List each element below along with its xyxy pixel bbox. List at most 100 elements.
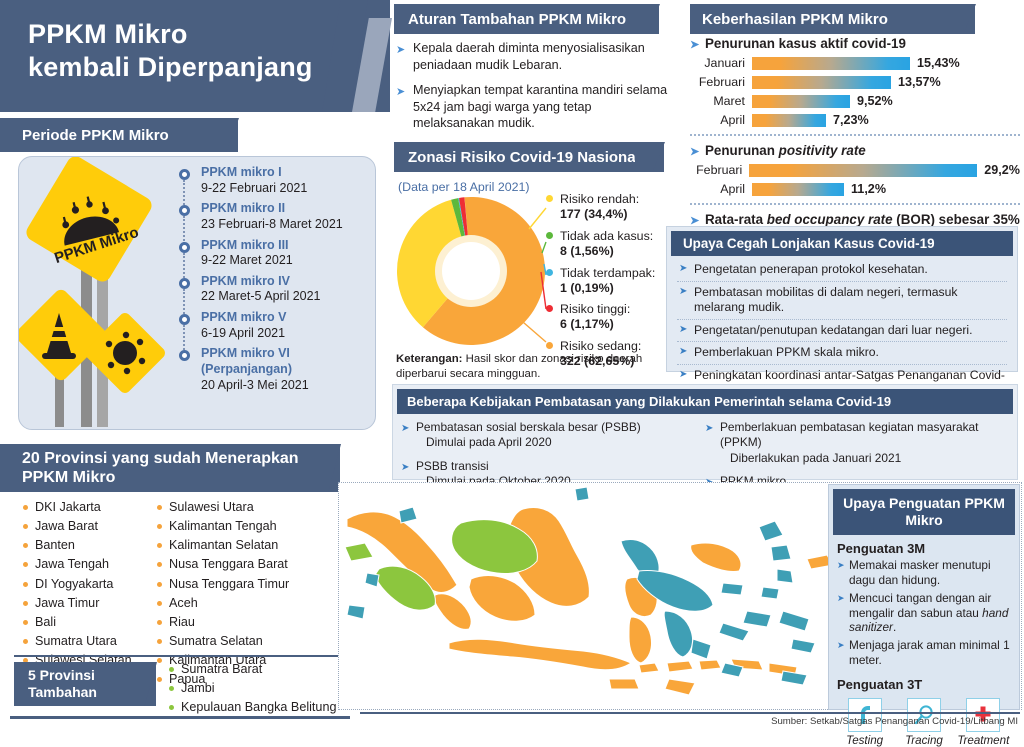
arrow-bullet-icon: ➤ xyxy=(705,423,714,434)
provinsi-column-1: DKI Jakarta Jawa Barat Banten Jawa Tenga… xyxy=(22,498,150,689)
penguatan-3m-list: ➤ Memakai masker menutupi dagu dan hidung… xyxy=(829,558,1019,669)
timeline-item: PPKM mikro V 6-19 April 2021 xyxy=(179,310,375,353)
red-cross-icon xyxy=(966,698,1001,733)
list-item: Bali xyxy=(22,613,150,632)
kasus-aktif-chart-title: ➤ Penurunan kasus aktif covid-19 xyxy=(690,36,1020,51)
penguatan-panel-title: Upaya Penguatan PPKM Mikro xyxy=(833,489,1015,535)
kasus-aktif-title-text: Penurunan kasus aktif covid-19 xyxy=(705,36,906,51)
timeline-item-name-extra: (Perpanjangan) xyxy=(201,361,292,376)
list-item: ➤ Pengetatan/penutupan kedatangan dari lu… xyxy=(677,320,1007,343)
legend-value: 177 (34,4%) xyxy=(560,207,628,222)
list-item: Jambi xyxy=(168,679,340,698)
timeline-item-name: PPKM mikro III xyxy=(201,237,289,252)
arrow-bullet-icon: ➤ xyxy=(690,215,700,227)
kebijakan-panel: Beberapa Kebijakan Pembatasan yang Dilak… xyxy=(392,384,1018,519)
list-item: Kepulauan Bangka Belitung xyxy=(168,698,340,717)
legend-label: Tidak ada kasus: xyxy=(560,228,654,243)
donut-svg xyxy=(396,197,545,345)
timeline-dot-icon xyxy=(179,314,190,325)
zonasi-section-title: Zonasi Risiko Covid-19 Nasional xyxy=(394,142,665,172)
bar-category-label: Januari xyxy=(704,56,745,70)
list-item: DKI Jakarta xyxy=(22,498,150,517)
list-item: Banten xyxy=(22,536,150,555)
zonasi-note: Keterangan: Hasil skor dan zonasi risiko… xyxy=(396,352,681,382)
arrow-bullet-icon: ➤ xyxy=(679,285,688,297)
zonasi-note-text: Hasil skor dan zonasi risiko daerah dipe… xyxy=(396,353,643,380)
penguatan-3t-heading: Penguatan 3T xyxy=(837,677,923,693)
legend-label: Risiko sedang: xyxy=(560,339,642,353)
list-item: Jawa Tengah xyxy=(22,555,150,574)
periode-timeline: PPKM mikro I 9-22 Februari 2021 PPKM mik… xyxy=(179,165,375,398)
legend-item: Risiko tinggi: 6 (1,17%) xyxy=(546,302,686,332)
timeline-item-name: PPKM mikro II xyxy=(201,201,286,216)
timeline-item-date: 9-22 Februari 2021 xyxy=(201,180,308,195)
bar-row: April 7,23% xyxy=(690,112,1020,128)
bor-title-c: (BOR) sebesar 35% xyxy=(892,212,1020,227)
arrow-bullet-icon: ➤ xyxy=(690,39,700,51)
list-item: ➤ Pengetatan penerapan protokol kesehatan… xyxy=(677,259,1007,282)
divider xyxy=(690,134,1020,136)
cegah-list: ➤ Pengetatan penerapan protokol kesehatan… xyxy=(667,256,1017,402)
bar-category-label: Februari xyxy=(698,75,745,89)
bar-fill xyxy=(752,113,826,127)
timeline-item-name: PPKM mikro V xyxy=(201,310,287,324)
map-region-green xyxy=(344,519,538,611)
positivity-title-a: Penurunan xyxy=(705,143,779,158)
list-item: ➤ Pemberlakuan pembatasan kegiatan masya… xyxy=(705,420,1009,466)
list-item: Sumatra Barat xyxy=(168,660,340,679)
legend-label: Tidak terdampak: xyxy=(560,265,656,280)
list-item: Kalimantan Tengah xyxy=(156,517,284,536)
source-divider xyxy=(360,712,1020,714)
keberhasilan-body: ➤ Penurunan kasus aktif covid-19 Januari… xyxy=(690,36,1020,247)
timeline-item: PPKM mikro III 9-22 Maret 2021 xyxy=(179,237,375,281)
list-item: Sumatra Selatan xyxy=(156,632,284,651)
list-item-text: Memakai masker menutupi dagu dan hidung. xyxy=(849,557,991,587)
list-item: ➤ Kepala daerah diminta menyosialisasika… xyxy=(396,40,676,73)
list-item: ➤ Mencuci tangan dengan air mengalir dan … xyxy=(837,591,1011,636)
zonasi-donut-chart xyxy=(396,196,546,346)
provinsi-column-2: Sulawesi Utara Kalimantan Tengah Kaliman… xyxy=(156,498,289,689)
bar-value-label: 29,2% xyxy=(984,163,1020,177)
timeline-item: PPKM mikro VI (Perpanjangan) 20 April-3 … xyxy=(179,346,375,393)
arrow-bullet-icon: ➤ xyxy=(679,323,688,335)
list-item-tail: . xyxy=(892,620,897,635)
aturan-title-text: Aturan Tambahan PPKM Mikro xyxy=(408,10,627,28)
legend-item: Tidak ada kasus: 8 (1,56%) xyxy=(546,229,686,259)
bor-title-a: Rata-rata xyxy=(705,212,767,227)
aturan-section-title: Aturan Tambahan PPKM Mikro xyxy=(394,4,660,34)
list-item: Aceh xyxy=(156,594,284,613)
bor-title: ➤ Rata-rata bed occupancy rate (BOR) seb… xyxy=(690,212,1020,227)
arrow-bullet-icon: ➤ xyxy=(401,461,410,473)
bar-fill xyxy=(752,94,850,108)
list-item: Sulawesi Utara xyxy=(156,498,284,517)
timeline-dot-icon xyxy=(179,241,190,253)
timeline-dot-icon xyxy=(179,205,190,217)
legend-swatch-risiko-rendah xyxy=(546,195,553,202)
timeline-dot-icon xyxy=(179,277,190,289)
tracing-caption: Tracing xyxy=(905,734,943,747)
donut-hole xyxy=(442,242,500,300)
bar-category-label: Maret xyxy=(713,94,745,108)
list-item: ➤ Memakai masker menutupi dagu dan hidung… xyxy=(837,558,1011,588)
map-region-teal xyxy=(346,486,956,686)
bar-fill xyxy=(752,56,910,70)
legend-item: Tidak terdampak: 1 (0,19%) xyxy=(546,266,686,296)
list-item: Papua xyxy=(156,670,284,689)
bar-row: April 11,2% xyxy=(690,181,1020,197)
timeline-dot-icon xyxy=(179,169,190,180)
legend-swatch-risiko-sedang xyxy=(546,342,553,349)
bar-value-label: 7,23% xyxy=(833,113,869,127)
legend-value: 1 (0,19%) xyxy=(560,280,614,295)
bar-row: Maret 9,52% xyxy=(690,93,1020,109)
arrow-bullet-icon: ➤ xyxy=(837,559,845,570)
treatment-caption: Treatment xyxy=(957,734,1010,747)
tambahan-column-1: Sumatra Barat Jambi Kepulauan Bangka Bel… xyxy=(168,660,340,717)
magnifier-icon xyxy=(906,698,941,733)
donut-slice-risiko-rendah xyxy=(396,199,471,328)
bar-category-label: April xyxy=(720,182,745,196)
keberhasilan-title-text: Keberhasilan PPKM Mikro xyxy=(702,10,888,28)
arrow-bullet-icon: ➤ xyxy=(396,44,406,56)
list-item: ➤ Menjaga jarak aman minimal 1 meter. xyxy=(837,638,1011,668)
arrow-bullet-icon: ➤ xyxy=(401,423,410,434)
